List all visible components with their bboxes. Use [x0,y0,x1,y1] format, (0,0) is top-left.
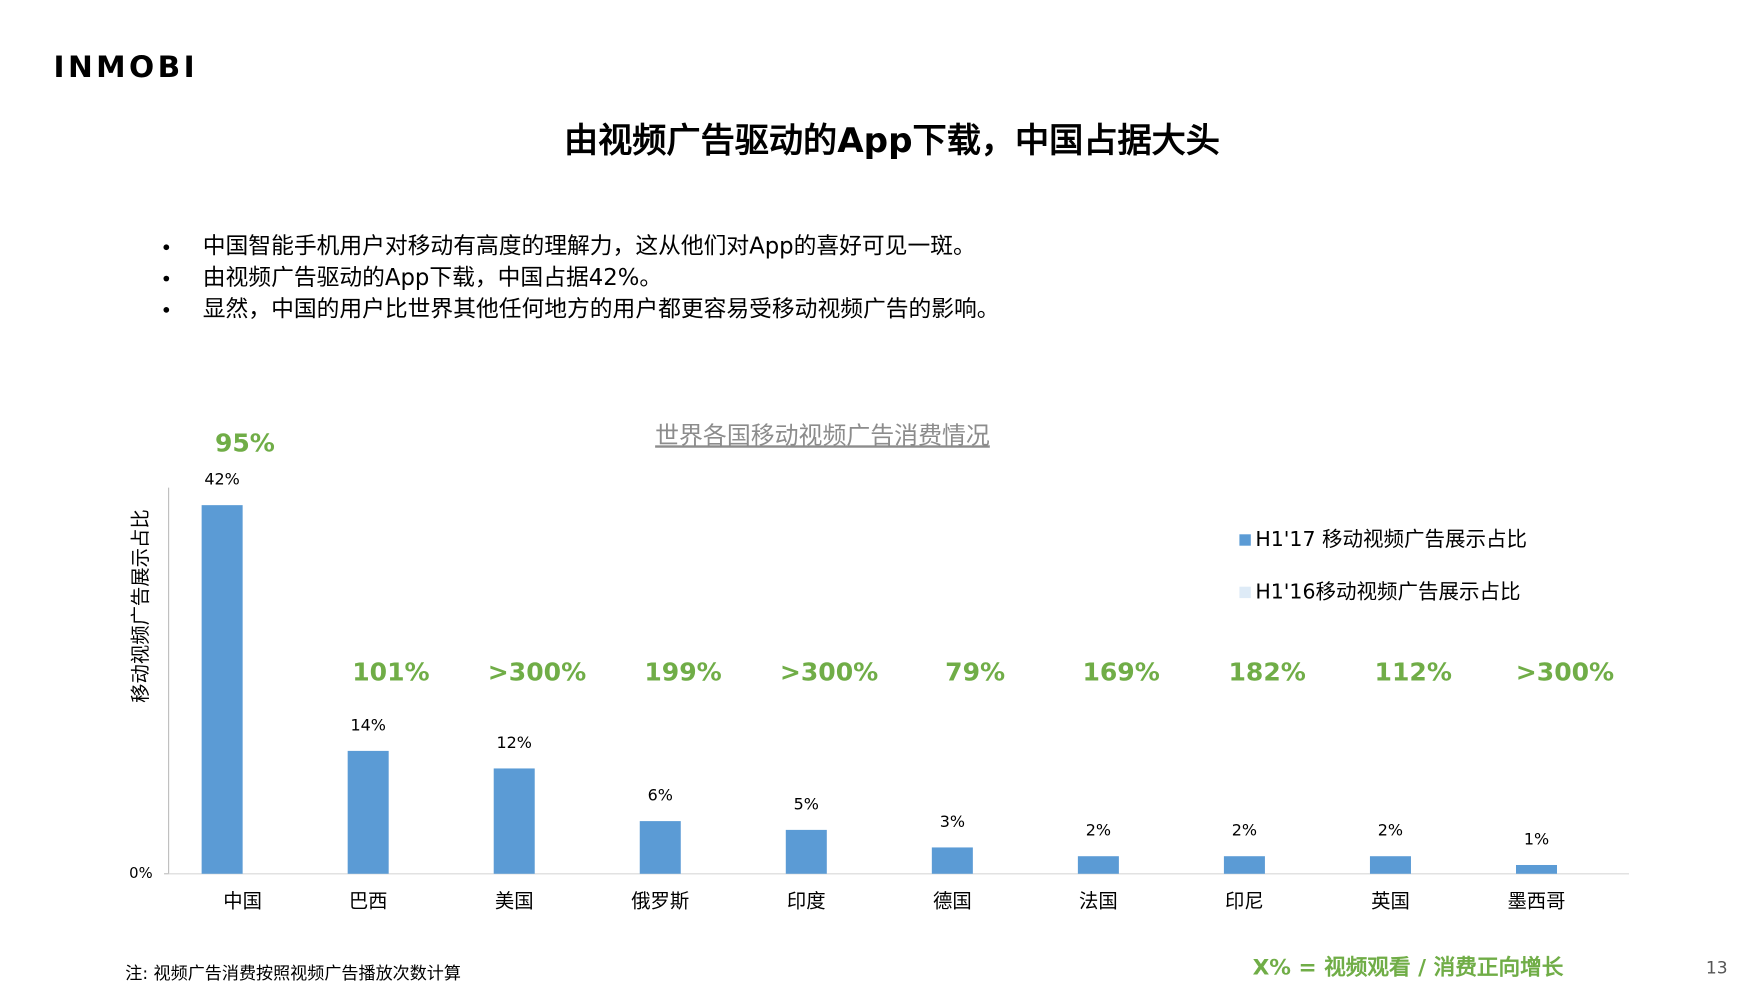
growth-label: >300% [1516,657,1614,686]
growth-label: 79% [945,657,1005,686]
bullet-dot [163,244,170,251]
growth-label: >300% [780,657,878,686]
bullet-text: 中国智能手机用户对移动有高度的理解力，这从他们对App的喜好可见一斑。 [203,234,976,260]
x-tick-label: 墨西哥 [1507,890,1565,913]
x-tick-label: 美国 [495,890,534,913]
data-label: 2% [1378,821,1403,840]
logo: INMOBI [54,50,199,84]
bar [931,847,973,874]
growth-label: 182% [1229,657,1306,686]
x-tick-label: 法国 [1079,890,1118,913]
page-number: 13 [1706,958,1728,978]
y-axis-label: 移动视频广告展示占比 [129,509,152,703]
bar [639,821,681,874]
x-tick-label: 巴西 [349,890,388,913]
x-tick-label: 英国 [1371,890,1410,913]
legend-swatch [1239,586,1251,599]
growth-label: >300% [488,657,586,686]
bar [785,829,827,874]
legend-label: H1'17 移动视频广告展示占比 [1255,527,1527,551]
note: 注: 视频广告消费按照视频广告播放次数计算 [125,964,461,984]
slide-title: 由视频广告驱动的App下载，中国占据大头 [564,121,1220,161]
bar [1369,856,1411,874]
x-tick-label: 德国 [933,890,972,913]
x-tick-label: 印度 [787,890,826,913]
x-tick-label: 俄罗斯 [631,890,689,913]
bullet-dot [163,307,170,313]
data-label: 5% [794,794,819,813]
y-tick-label: 0% [129,865,152,882]
legend-label: H1'16移动视频广告展示占比 [1255,579,1520,603]
data-label: 42% [204,470,239,489]
growth-label: 199% [644,657,721,686]
chart-title: 世界各国移动视频广告消费情况 [655,421,990,449]
data-label: 6% [648,786,673,805]
bar [1077,856,1119,874]
data-label: 12% [496,733,531,752]
bar [347,750,389,874]
growth-label: 95% [215,428,275,457]
growth-label: 169% [1082,657,1159,686]
growth-label: 112% [1375,657,1452,686]
bullet-dot [163,275,170,282]
bullet-text: 显然，中国的用户比世界其他任何地方的用户都更容易受移动视频广告的影响。 [203,296,1000,322]
data-label: 2% [1232,821,1257,840]
x-tick-label: 印尼 [1225,890,1264,913]
data-label: 2% [1086,821,1111,840]
bullet-text: 由视频广告驱动的App下载，中国占据42%。 [203,265,662,291]
bar [201,505,243,874]
growth-label: 101% [352,657,429,686]
bar [1515,864,1558,874]
bar [1223,856,1265,874]
x-tick-label: 中国 [223,890,262,913]
legend-swatch [1239,534,1251,546]
data-label: 14% [350,715,385,734]
bar [493,768,535,874]
data-label: 3% [940,812,965,831]
growth-legend: X% = 视频观看 / 消费正向增长 [1253,954,1564,980]
data-label: 1% [1524,829,1549,848]
